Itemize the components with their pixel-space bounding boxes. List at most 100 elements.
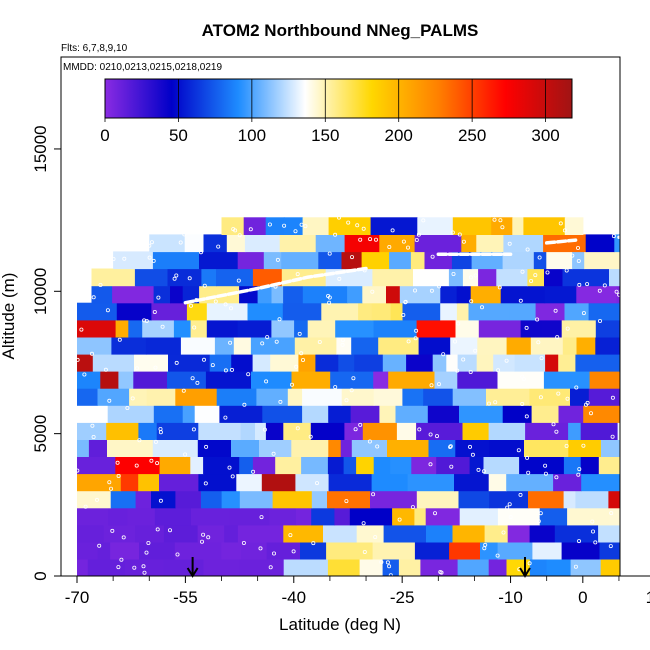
sample-point (300, 357, 305, 362)
sample-point (116, 473, 121, 478)
heatmap-cell (252, 353, 271, 372)
sample-point (525, 455, 530, 460)
heatmap-cell (564, 302, 590, 321)
sample-point (573, 564, 578, 569)
heatmap-cell (315, 234, 346, 253)
heatmap-cell (509, 302, 537, 321)
sample-point (558, 221, 563, 226)
heatmap-cell (279, 234, 317, 253)
heatmap-cell (328, 439, 342, 457)
sample-point (202, 283, 207, 288)
sample-point (317, 339, 322, 344)
heatmap-cell (115, 319, 129, 338)
heatmap-cell (491, 217, 513, 235)
x-tick-label: 0 (578, 588, 587, 607)
heatmap-cell (167, 371, 207, 389)
heatmap-cell (197, 439, 232, 457)
y-tick-label: 5000 (31, 415, 50, 453)
heatmap-cell (398, 558, 421, 576)
heatmap-cell (239, 456, 254, 475)
heatmap-cell (561, 541, 601, 560)
sample-point (277, 317, 282, 322)
heatmap-cell (457, 353, 478, 372)
sample-point (258, 546, 263, 551)
sample-point (585, 400, 590, 405)
sample-point (351, 376, 356, 381)
sample-point (564, 268, 569, 273)
heatmap-cell (609, 268, 620, 287)
sample-point (151, 258, 156, 263)
heatmap-cell (153, 285, 171, 304)
sample-point (155, 461, 160, 466)
heatmap-cell (644, 559, 650, 577)
sample-point (497, 285, 502, 290)
heatmap-cell (265, 422, 284, 440)
sample-point (479, 305, 484, 310)
sample-point (149, 240, 154, 245)
sample-point (191, 427, 196, 432)
sample-point (204, 444, 209, 449)
sample-point (437, 284, 442, 289)
sample-point (520, 269, 525, 274)
sample-point (90, 351, 95, 356)
heatmap-cell (628, 456, 650, 474)
heatmap-cell (302, 405, 329, 423)
sample-point (192, 325, 197, 330)
heatmap-cell (106, 422, 139, 440)
heatmap-cell (600, 558, 620, 576)
heatmap-cell (252, 268, 283, 287)
heatmap-cell (500, 285, 546, 304)
sample-point (195, 380, 200, 385)
sample-point (538, 395, 543, 400)
heatmap-cell (341, 388, 375, 406)
sample-point (536, 340, 541, 345)
heatmap-cell (209, 353, 232, 372)
sample-point (144, 550, 149, 555)
sample-point (565, 326, 570, 331)
sample-point (520, 401, 525, 406)
sample-point (115, 460, 120, 465)
heatmap-cell (271, 285, 284, 304)
heatmap-cell (585, 234, 615, 253)
heatmap-cell (458, 490, 490, 509)
sample-point (388, 573, 393, 576)
heatmap-cell (535, 302, 566, 321)
heatmap-cell (390, 302, 404, 321)
sample-point (438, 570, 443, 575)
heatmap-cell (457, 371, 499, 389)
heatmap-cell (563, 490, 577, 509)
heatmap-cell (524, 439, 569, 457)
heatmap-cell (530, 336, 564, 355)
heatmap-cell (154, 507, 192, 526)
sample-point (554, 429, 559, 434)
sample-point (103, 367, 108, 372)
heatmap-cell (344, 234, 380, 253)
sample-point (149, 458, 154, 463)
heatmap-cell (184, 234, 205, 253)
heatmap-cell (328, 473, 373, 492)
heatmap-cell (580, 422, 619, 440)
sample-point (248, 227, 253, 232)
heatmap-cell (229, 507, 271, 526)
sample-point (562, 228, 567, 233)
sample-point (178, 240, 183, 245)
x-axis-label: Latitude (deg N) (279, 615, 401, 634)
heatmap-cell (295, 507, 312, 526)
heatmap-cell (532, 541, 563, 560)
heatmap-cell (630, 542, 650, 560)
sample-point (495, 553, 500, 558)
heatmap-cell (455, 439, 490, 457)
heatmap-cell (251, 371, 293, 389)
x-tick-label: 10 (646, 588, 650, 607)
sample-point (405, 245, 410, 250)
sample-point (156, 295, 161, 300)
heatmap-cell (127, 507, 156, 526)
heatmap-cell (77, 302, 118, 321)
heatmap-cell (506, 336, 532, 355)
sample-point (82, 409, 87, 414)
heatmap-cell (203, 558, 241, 576)
heatmap-cell (476, 234, 505, 253)
x-tick-label: -55 (173, 588, 198, 607)
heatmap-cell (151, 490, 176, 509)
